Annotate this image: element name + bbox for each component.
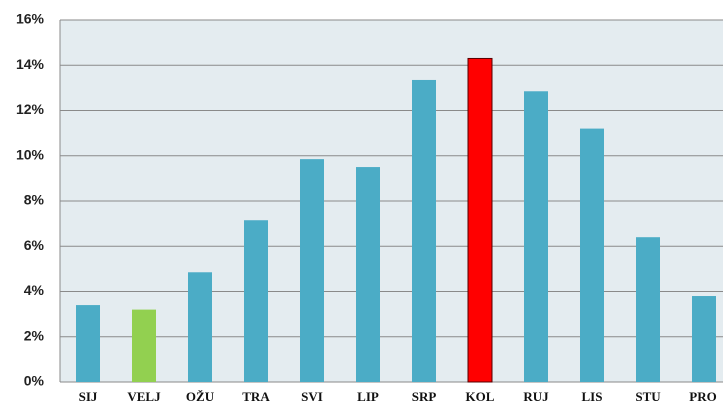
x-tick-label: KOL — [466, 389, 495, 404]
x-tick-label: OŽU — [186, 389, 215, 404]
bar — [467, 57, 493, 383]
x-tick-label: SRP — [412, 389, 437, 404]
y-tick-label: 14% — [16, 56, 45, 72]
bar — [524, 91, 548, 383]
bar — [244, 220, 268, 382]
x-tick-label: PRO — [689, 389, 716, 404]
x-tick-label: RUJ — [523, 389, 549, 404]
y-tick-label: 16% — [16, 11, 45, 27]
y-tick-label: 0% — [24, 373, 45, 389]
bar — [692, 296, 716, 382]
bar — [188, 272, 212, 382]
y-tick-label: 10% — [16, 146, 45, 162]
x-tick-label: STU — [635, 389, 661, 404]
x-tick-label: VELJ — [127, 389, 161, 404]
x-tick-label: SVI — [301, 389, 323, 404]
bar — [636, 237, 660, 382]
y-tick-label: 6% — [24, 237, 45, 253]
bar — [76, 305, 100, 382]
x-tick-label: TRA — [242, 389, 270, 404]
x-tick-label: LIP — [357, 389, 379, 404]
x-tick-label: SIJ — [79, 389, 98, 404]
bar — [132, 309, 156, 382]
y-tick-label: 8% — [24, 192, 45, 208]
bar — [412, 79, 436, 383]
bar — [356, 167, 380, 382]
bar — [300, 159, 324, 382]
x-tick-label: LIS — [582, 389, 603, 404]
y-tick-label: 2% — [24, 327, 45, 343]
y-tick-label: 12% — [16, 101, 45, 117]
bar — [580, 128, 604, 382]
y-tick-label: 4% — [24, 282, 45, 298]
